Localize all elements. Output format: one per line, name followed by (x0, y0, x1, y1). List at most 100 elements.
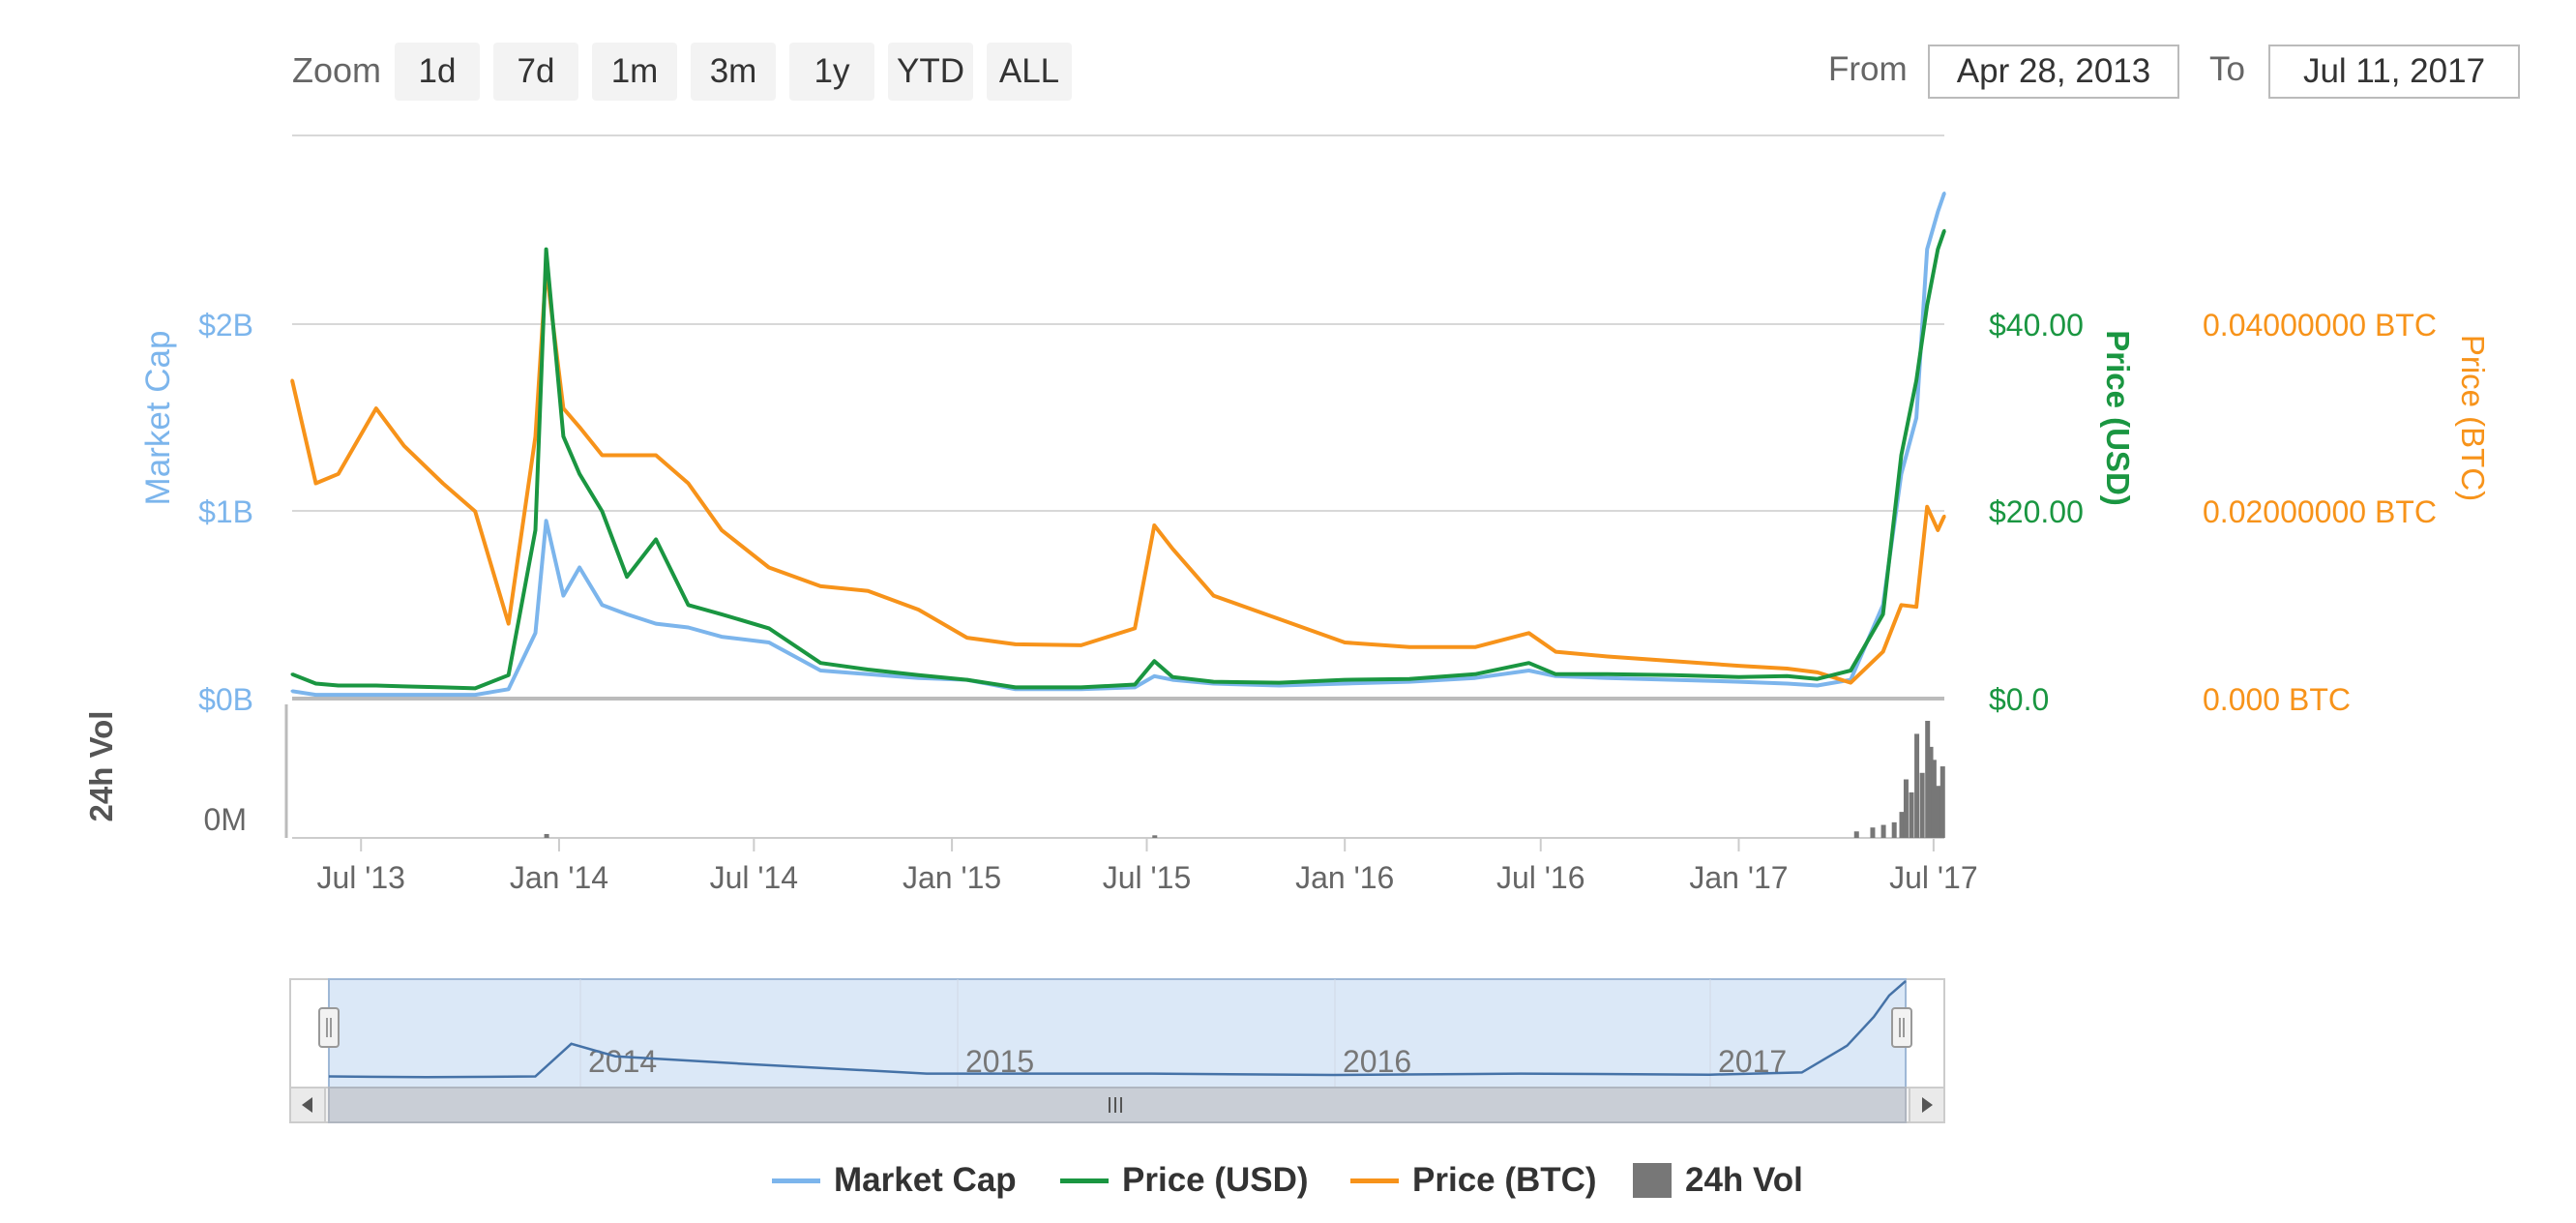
price-btc-axis-title: Price (BTC) (2455, 335, 2491, 501)
market-cap-point (1672, 678, 1675, 682)
price-usd-point (1786, 674, 1790, 678)
price-btc-point (507, 622, 511, 626)
from-date-input[interactable]: Apr 28, 2013 (1928, 45, 2179, 99)
market-cap-point (1152, 674, 1156, 678)
price-btc-point (1407, 645, 1411, 649)
market-cap-point (402, 693, 406, 697)
price-btc-tick-label: 0.02000000 BTC (2203, 494, 2437, 529)
price-usd-point (1606, 672, 1610, 676)
market-cap-point (1914, 416, 1918, 420)
legend-item-price-usd[interactable]: Price (USD) (1060, 1161, 1309, 1200)
zoom-all-button[interactable]: ALL (987, 43, 1072, 101)
market-cap-point (1606, 676, 1610, 680)
volume-swatch (1633, 1163, 1672, 1198)
market-cap-point (1736, 680, 1740, 684)
market-cap-tick-label: $0B (198, 682, 253, 717)
price-btc-point (1343, 641, 1347, 644)
price-usd-point (1881, 612, 1885, 616)
market-cap-point (1133, 685, 1137, 689)
price-usd-point (374, 683, 378, 687)
x-tick-label: Jul '14 (710, 860, 799, 895)
price-usd-point (1170, 675, 1174, 679)
price-usd-tick-label: $20.00 (1989, 494, 2084, 529)
navigator-selection[interactable] (328, 978, 1907, 1089)
price-usd-point (1899, 453, 1903, 457)
price-usd-point (1080, 685, 1083, 689)
market-cap-point (625, 612, 629, 616)
chevron-right-icon (1922, 1097, 1933, 1113)
market-cap-point (290, 689, 294, 693)
price-btc-point (1881, 650, 1885, 654)
series-lines (290, 192, 1946, 698)
volume-bar (1891, 821, 1897, 838)
legend-label-24h-vol: 24h Vol (1685, 1161, 1803, 1199)
navigator-left-handle[interactable] (318, 1007, 340, 1048)
price-btc-point (441, 481, 445, 485)
price-btc-point (533, 434, 537, 438)
navigator-right-handle[interactable] (1891, 1007, 1912, 1048)
price-btc-point (1152, 523, 1156, 527)
zoom-1y-button[interactable]: 1y (789, 43, 874, 101)
price-usd-point (533, 528, 537, 532)
scrollbar-thumb[interactable] (328, 1087, 1907, 1123)
market-cap-point (1936, 210, 1939, 214)
volume-bar (1931, 760, 1937, 838)
market-cap-point (600, 603, 604, 607)
price-btc-point (374, 406, 378, 410)
price-usd-point (1936, 248, 1939, 252)
price-usd-point (1152, 659, 1156, 663)
price-usd-point (507, 673, 511, 677)
legend-item-24h-vol[interactable]: 24h Vol (1633, 1161, 1803, 1200)
market-cap-point (313, 693, 317, 697)
navigator[interactable]: 2014 2015 2016 2017 (289, 978, 1945, 1123)
volume-tick-label: 0M (204, 802, 247, 837)
from-label: From (1828, 50, 1908, 88)
price-usd-point (441, 685, 445, 689)
price-usd-point (1849, 669, 1852, 672)
price-btc-point (1526, 631, 1530, 635)
price-usd-tick-label: $40.00 (1989, 308, 2084, 343)
legend-item-market-cap[interactable]: Market Cap (772, 1161, 1017, 1200)
price-btc-point (1554, 650, 1557, 654)
price-usd-point (866, 668, 870, 671)
price-btc-point (1936, 528, 1939, 532)
price-btc-point (1473, 645, 1477, 649)
price-usd-point (561, 434, 565, 438)
legend-item-price-btc[interactable]: Price (BTC) (1350, 1161, 1597, 1200)
price-usd-point (818, 661, 822, 665)
price-usd-point (686, 603, 690, 607)
market-cap-point (561, 594, 565, 598)
volume-bars (544, 721, 1945, 838)
price-usd-point (917, 673, 921, 677)
price-usd-point (1554, 672, 1557, 676)
price-btc-point (1211, 594, 1215, 598)
price-btc-point (917, 608, 921, 612)
zoom-1m-button[interactable]: 1m (592, 43, 677, 101)
price-btc-point (1736, 664, 1740, 668)
market-cap-point (1942, 192, 1946, 195)
market-cap-point (654, 622, 658, 626)
market-cap-point (1407, 680, 1411, 684)
volume-bar (1936, 786, 1941, 838)
zoom-1d-button[interactable]: 1d (395, 43, 480, 101)
market-cap-point (441, 693, 445, 697)
price-usd-tick-label: $0.0 (1989, 682, 2049, 717)
market-cap-point (337, 693, 341, 697)
price-usd-point (1736, 675, 1740, 679)
zoom-3m-button[interactable]: 3m (691, 43, 776, 101)
price-btc-point (1899, 603, 1903, 607)
zoom-7d-button[interactable]: 7d (493, 43, 578, 101)
market-cap-point (374, 693, 378, 697)
volume-bar (1899, 812, 1905, 838)
volume-bar (1925, 721, 1931, 838)
price-usd-point (600, 510, 604, 513)
price-btc-point (577, 425, 581, 429)
zoom-ytd-button[interactable]: YTD (888, 43, 973, 101)
price-usd-point (1014, 685, 1018, 689)
to-date-input[interactable]: Jul 11, 2017 (2268, 45, 2520, 99)
price-btc-point (1942, 514, 1946, 518)
price-usd-point (402, 684, 406, 688)
price-btc-swatch (1350, 1178, 1399, 1183)
grid-lines (284, 134, 1944, 839)
legend-label-price-usd: Price (USD) (1122, 1161, 1309, 1199)
